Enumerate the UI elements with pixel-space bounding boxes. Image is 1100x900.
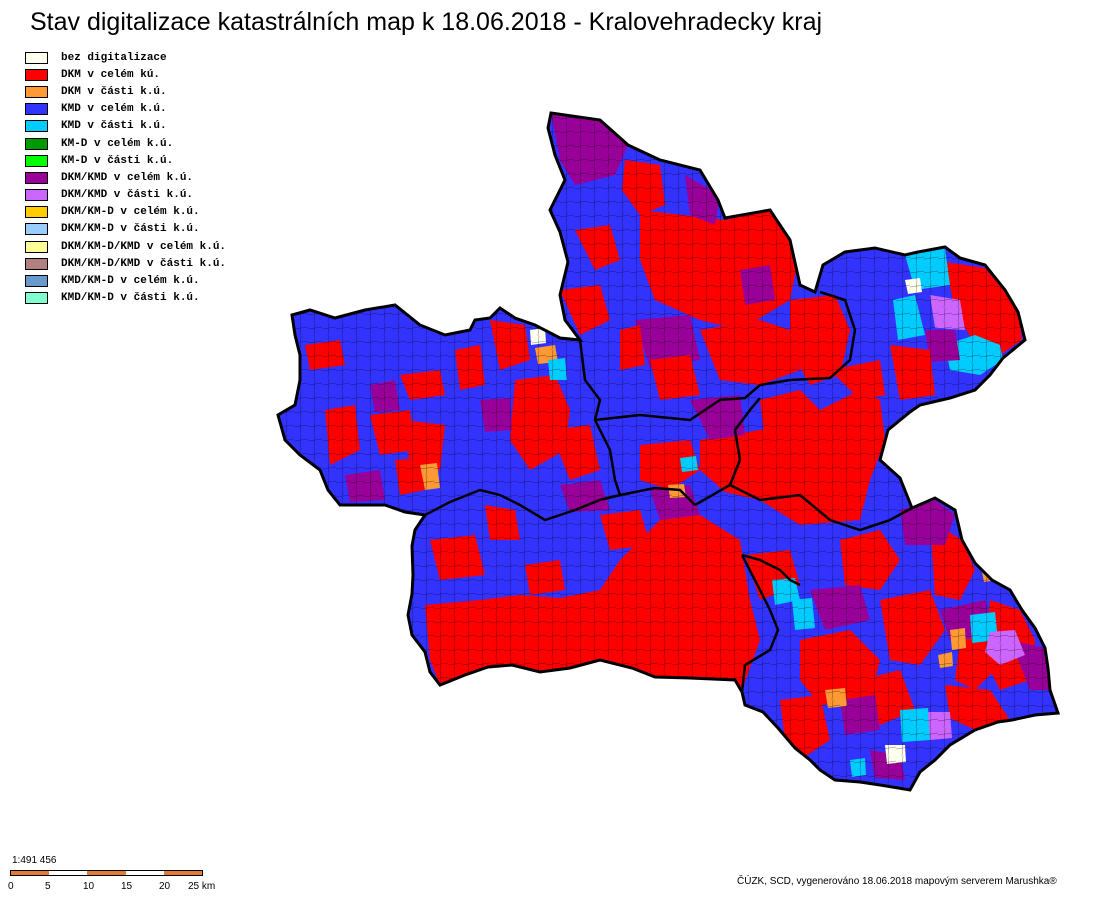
legend-label: DKM/KM-D v celém k.ú.: [61, 206, 200, 219]
scale-segment: [125, 871, 164, 875]
district-borders: [424, 290, 913, 693]
legend-label: DKM/KM-D/KMD v celém k.ú.: [61, 240, 227, 253]
scale-segment: [87, 871, 126, 875]
scale-tick: 20: [159, 881, 171, 892]
legend-swatch: [25, 292, 48, 305]
legend-item: KM-D v celém k.ú.: [25, 135, 226, 152]
legend-swatch: [25, 275, 48, 288]
legend-item: DKM/KM-D v celém k.ú.: [25, 204, 226, 221]
scale-ratio: 1:491 456: [12, 855, 57, 866]
legend-label: KMD/KM-D v části k.ú.: [61, 292, 200, 305]
legend-label: KMD v celém k.ú.: [61, 103, 167, 116]
legend-swatch: [25, 85, 48, 98]
legend-swatch: [25, 51, 48, 64]
legend-swatch: [25, 120, 48, 133]
legend: bez digitalizace DKM v celém kú. DKM v čás…: [25, 49, 226, 307]
legend-label: DKM/KMD v části k.ú.: [61, 189, 194, 202]
legend-item: DKM v části k.ú.: [25, 83, 226, 100]
legend-swatch: [25, 223, 48, 236]
legend-swatch: [25, 206, 48, 219]
scale-segment: [163, 871, 203, 875]
legend-item: bez digitalizace: [25, 49, 226, 66]
legend-swatch: [25, 189, 48, 202]
scale-segment: [11, 871, 50, 875]
legend-label: KM-D v celém k.ú.: [61, 137, 174, 150]
legend-label: DKM/KMD v celém k.ú.: [61, 171, 194, 184]
scale-tick: 10: [83, 881, 95, 892]
legend-label: DKM/KM-D/KMD v části k.ú.: [61, 257, 227, 270]
legend-swatch: [25, 240, 48, 253]
legend-item: KMD v části k.ú.: [25, 118, 226, 135]
legend-label: DKM/KM-D v části k.ú.: [61, 223, 200, 236]
scale-tick: 25 km: [188, 881, 216, 892]
credit-text: ČÚZK, SCD, vygenerováno 18.06.2018 mapov…: [737, 876, 1057, 887]
legend-label: KMD v části k.ú.: [61, 120, 167, 133]
scale-tick: 0: [8, 881, 14, 892]
legend-label: bez digitalizace: [61, 51, 167, 64]
scale-segment: [49, 871, 88, 875]
legend-label: DKM v celém kú.: [61, 68, 161, 81]
legend-item: DKM/KMD v celém k.ú.: [25, 169, 226, 186]
legend-item: DKM v celém kú.: [25, 66, 226, 83]
legend-label: KMD/KM-D v celém k.ú.: [61, 275, 200, 288]
parcel-lines: [278, 113, 1058, 790]
scale-tick: 5: [45, 881, 51, 892]
legend-item: KMD/KM-D v části k.ú.: [25, 290, 226, 307]
legend-swatch: [25, 171, 48, 184]
legend-item: KMD v celém k.ú.: [25, 101, 226, 118]
region-map: [276, 111, 1060, 792]
legend-swatch: [25, 154, 48, 167]
legend-swatch: [25, 103, 48, 116]
scale-bar: [10, 870, 203, 876]
legend-item: KM-D v části k.ú.: [25, 152, 226, 169]
legend-item: DKM/KMD v části k.ú.: [25, 187, 226, 204]
legend-item: KMD/KM-D v celém k.ú.: [25, 272, 226, 289]
legend-swatch: [25, 68, 48, 81]
map-title: Stav digitalizace katastrálních map k 18…: [30, 8, 823, 36]
scale-tick: 15: [121, 881, 133, 892]
legend-swatch: [25, 137, 48, 150]
legend-swatch: [25, 257, 48, 270]
legend-item: DKM/KM-D/KMD v celém k.ú.: [25, 238, 226, 255]
legend-item: DKM/KM-D/KMD v části k.ú.: [25, 255, 226, 272]
legend-item: DKM/KM-D v části k.ú.: [25, 221, 226, 238]
legend-label: KM-D v části k.ú.: [61, 154, 174, 167]
legend-label: DKM v části k.ú.: [61, 85, 167, 98]
